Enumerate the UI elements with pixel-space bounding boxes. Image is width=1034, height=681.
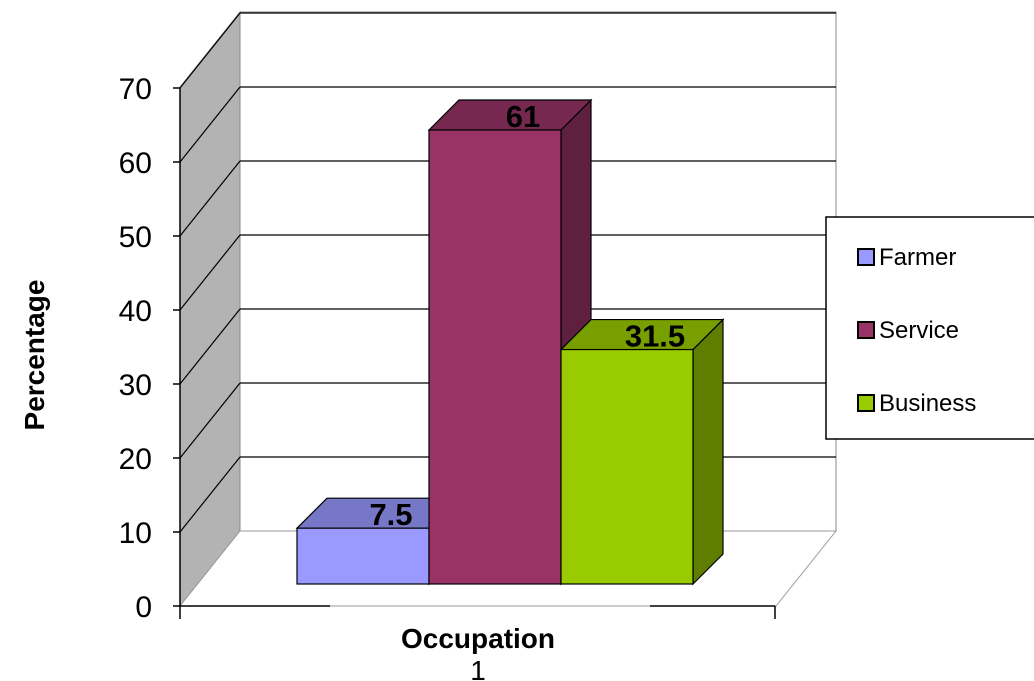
bars xyxy=(295,98,725,586)
gridline-side xyxy=(179,234,241,311)
gridline-side xyxy=(179,308,241,385)
y-tick-label: 40 xyxy=(119,295,152,328)
bar-front-face xyxy=(560,348,694,585)
legend-label-service: Service xyxy=(879,317,959,344)
y-tick-label: 10 xyxy=(119,517,152,550)
axes xyxy=(173,87,776,619)
side-wall xyxy=(179,10,241,608)
data-label-service: 61 xyxy=(506,99,540,134)
legend: Farmer Service Business xyxy=(825,216,1034,440)
gridline-side xyxy=(179,12,241,89)
y-tick-label: 30 xyxy=(119,369,152,402)
x-tick-label: 1 xyxy=(470,655,486,681)
legend-label-business: Business xyxy=(879,390,976,417)
legend-swatch-farmer xyxy=(857,248,875,266)
gridline-side xyxy=(179,86,241,163)
bar-front-face xyxy=(296,527,430,585)
data-labels: 7.5 61 31.5 xyxy=(369,99,685,532)
legend-swatch-business xyxy=(857,394,875,412)
y-axis-title: Percentage xyxy=(19,280,50,431)
bar-front-face xyxy=(428,129,562,585)
y-tick-label: 20 xyxy=(119,443,152,476)
legend-swatch-service xyxy=(857,321,875,339)
y-tick-labels: 0 10 20 30 40 50 60 70 xyxy=(119,73,152,624)
y-tick-label: 60 xyxy=(119,147,152,180)
x-axis-title: Occupation xyxy=(401,623,555,654)
y-tick-label: 70 xyxy=(119,73,152,106)
gridline-side xyxy=(179,382,241,459)
legend-label-farmer: Farmer xyxy=(879,244,956,271)
data-label-farmer: 7.5 xyxy=(369,497,412,532)
y-tick-label: 50 xyxy=(119,221,152,254)
gridline-side xyxy=(179,456,241,533)
y-tick-label: 0 xyxy=(135,591,152,624)
bar-business xyxy=(559,318,725,586)
data-label-business: 31.5 xyxy=(625,319,685,354)
bar-side-face xyxy=(692,318,724,586)
gridline-side xyxy=(179,160,241,237)
